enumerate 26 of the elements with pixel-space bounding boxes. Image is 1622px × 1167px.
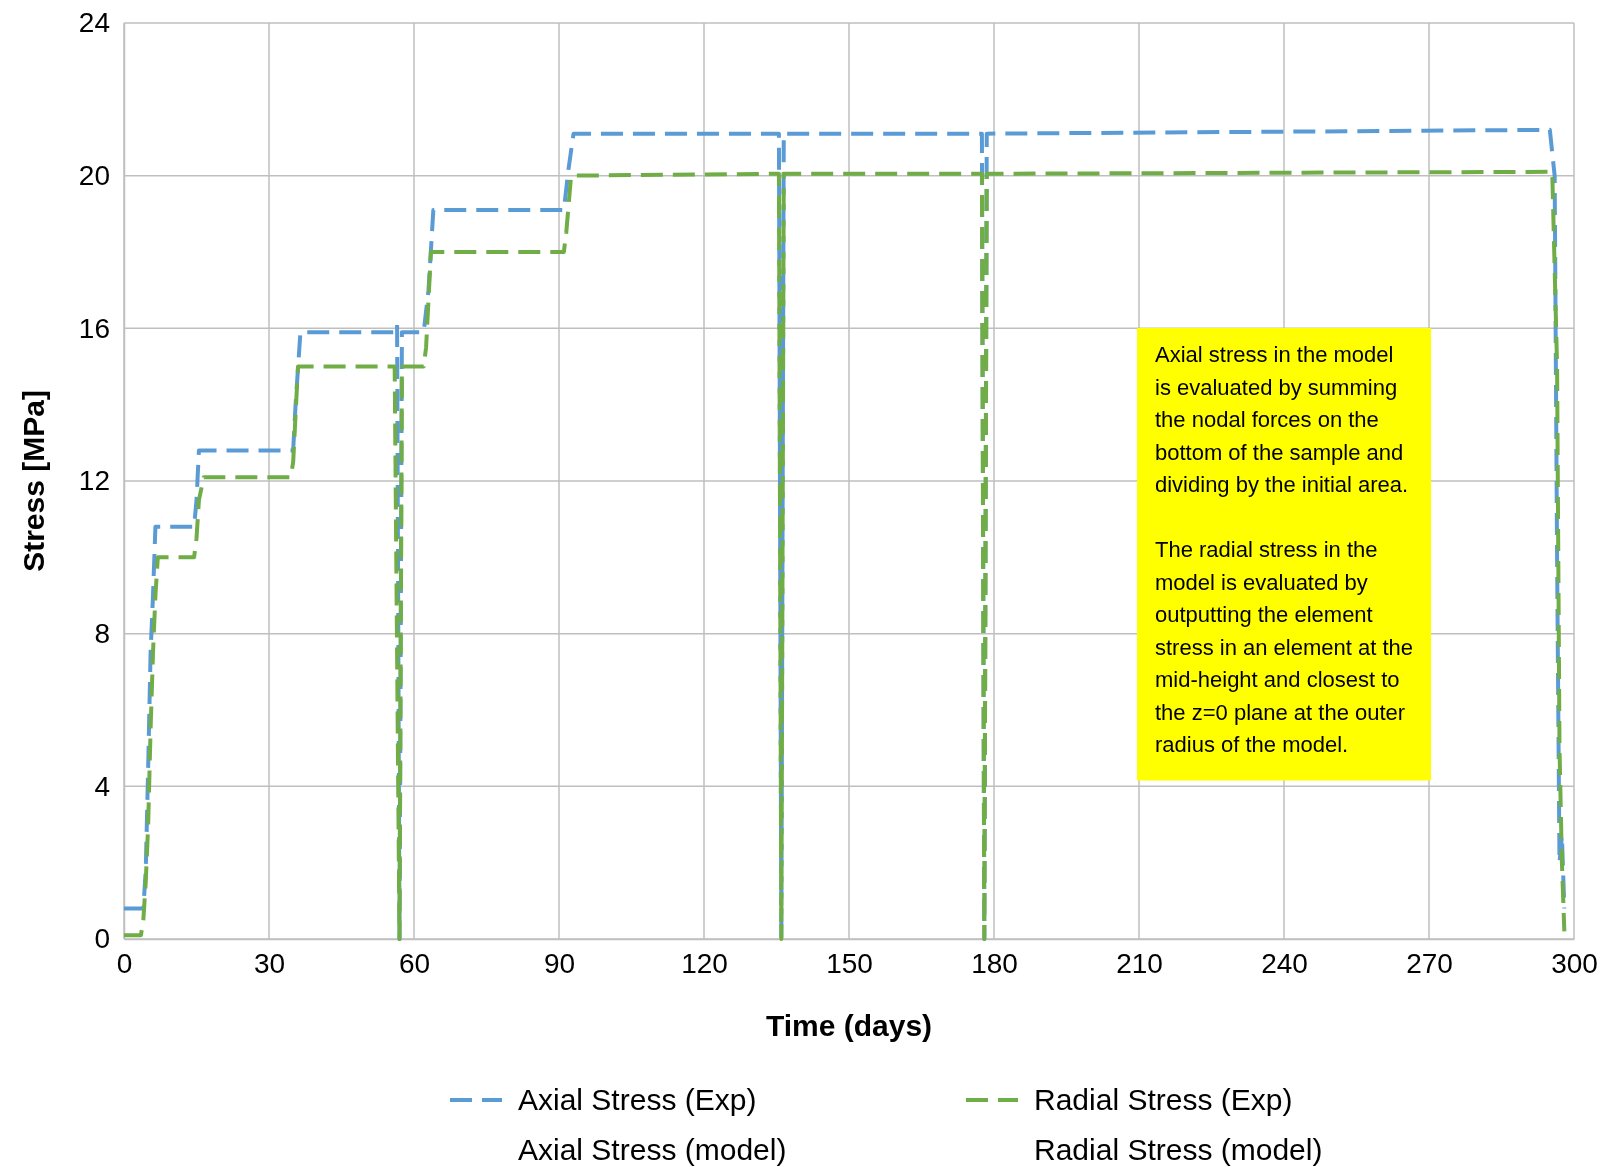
legend-label: Radial Stress (Exp) [1034, 1083, 1293, 1116]
x-tick-label: 60 [398, 947, 431, 979]
x-tick-label: 0 [116, 947, 133, 979]
x-tick-label: 150 [826, 947, 873, 979]
y-axis-title: Stress [MPa] [17, 390, 50, 572]
y-tick-label: 20 [78, 160, 110, 192]
y-tick-label: 12 [78, 465, 110, 497]
annotation: Axial stress in the model is evaluated by summing the nodal forces on the bottom of the sample and dividing by the initial area. [1155, 342, 1410, 497]
y-tick-label: 4 [94, 770, 110, 802]
x-tick-label: 300 [1551, 947, 1598, 979]
y-tick-label: 0 [94, 923, 110, 955]
x-tick-label: 30 [253, 947, 286, 979]
y-tick-label: 8 [94, 618, 110, 650]
x-tick-label: 120 [681, 947, 728, 979]
x-tick-label: 210 [1116, 947, 1163, 979]
x-tick-label: 180 [971, 947, 1018, 979]
annotation: The radial stress in the model is evaluated by outputting the element stress in an element at the mid-height and closest to the z=0 plane at the outer radius of the model. [1155, 537, 1420, 757]
x-tick-label: 90 [543, 947, 576, 979]
text: Radial Stress (model) [1034, 1133, 1323, 1166]
legend-label: Axial Stress (Exp) [518, 1083, 757, 1116]
text: Axial Stress (model) [518, 1133, 787, 1166]
y-tick-label: 16 [78, 312, 110, 344]
x-axis-title: Time (days) [765, 1009, 933, 1042]
y-tick-label: 24 [78, 7, 110, 39]
x-tick-label: 270 [1406, 947, 1453, 979]
x-tick-label: 240 [1261, 947, 1308, 979]
